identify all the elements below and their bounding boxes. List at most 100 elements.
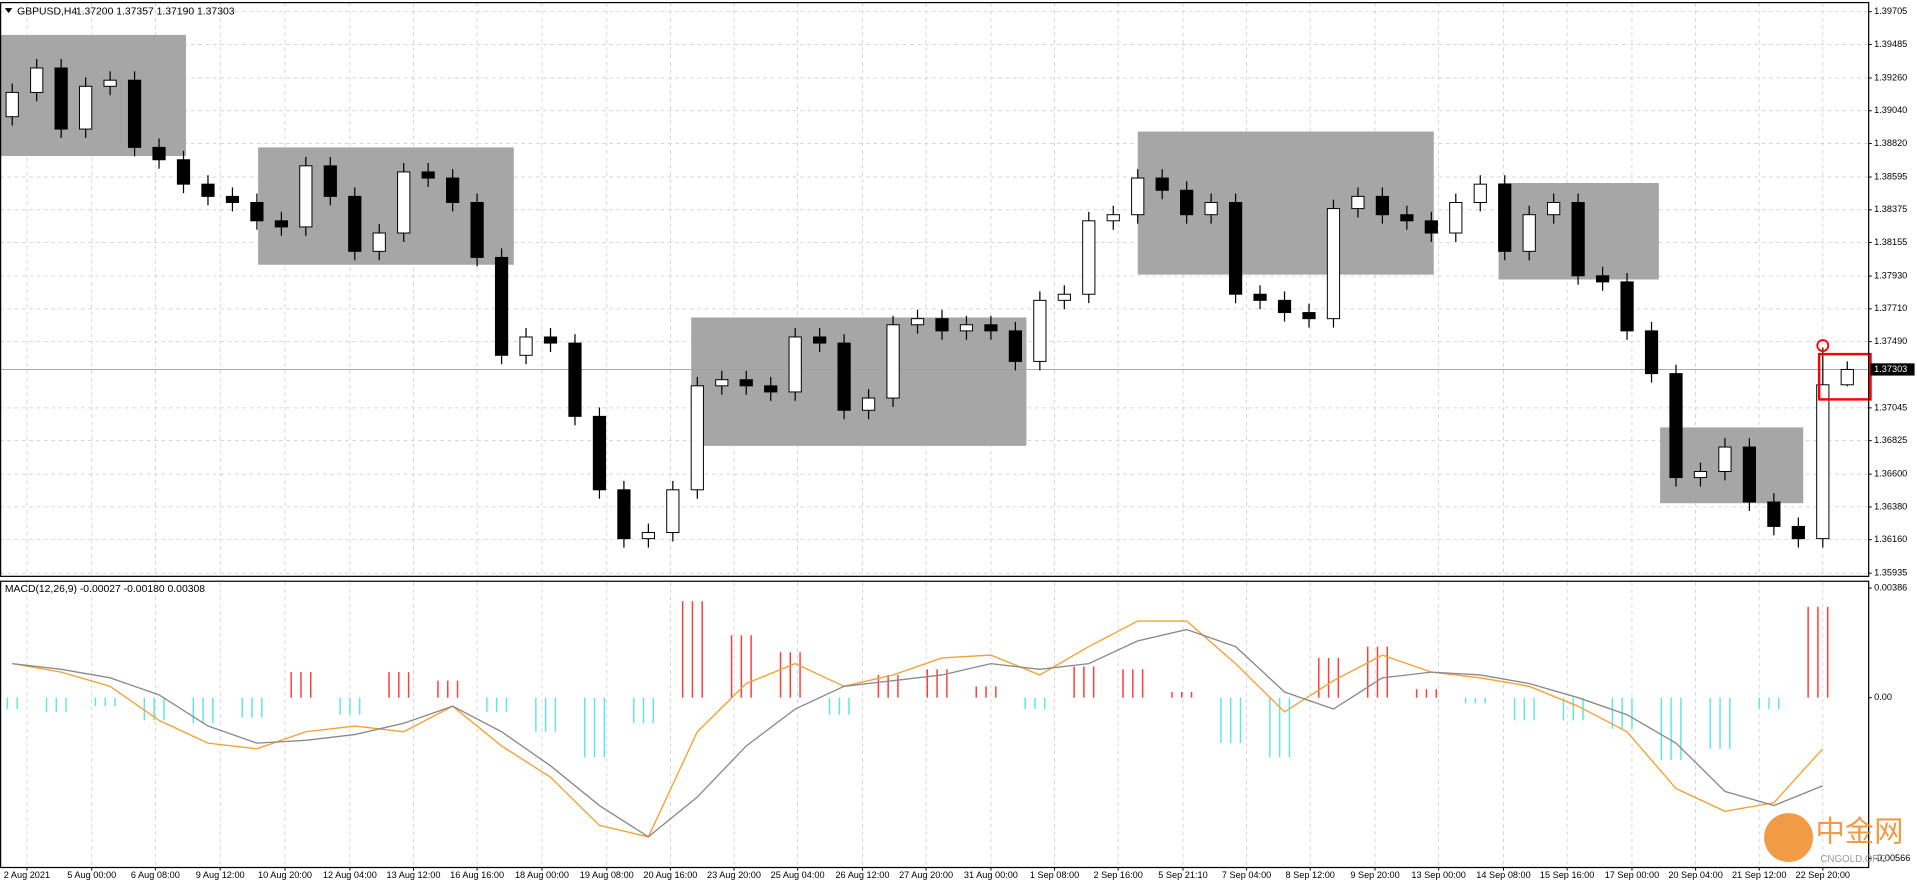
- highlight-circle: [1816, 339, 1830, 352]
- price-panel-frame: [0, 1, 1870, 577]
- candle-body: [519, 336, 533, 356]
- chart-layer: 1.39705 1.39485 1.39260 1.39040 1.38820 1.385…: [0, 3, 1915, 880]
- candle-body: [1644, 330, 1659, 375]
- x-tick-label: 2 Sep 16:00: [1093, 870, 1142, 880]
- candle-body: [592, 415, 607, 491]
- candle-body: [446, 177, 460, 203]
- candle-body: [79, 85, 93, 130]
- candle-body: [127, 79, 142, 148]
- candle-body: [910, 318, 925, 326]
- candle-body: [470, 201, 484, 258]
- candle-body: [1008, 330, 1022, 362]
- x-tick-label: 21 Sep 12:00: [1732, 870, 1786, 880]
- candle-body: [543, 336, 558, 344]
- x-tick-label: 9 Sep 20:00: [1350, 870, 1399, 880]
- candle-body: [1253, 293, 1267, 301]
- symbol-title: GBPUSD,H4: [17, 7, 77, 18]
- candle-body: [103, 79, 117, 87]
- macd-line: [12, 620, 1824, 838]
- y-tick-label: 1.35935: [1874, 568, 1907, 578]
- candle-body: [372, 232, 386, 252]
- x-tick-label: 13 Sep 00:00: [1411, 870, 1465, 880]
- candle-body: [152, 146, 166, 161]
- x-tick-label: 5 Sep 21:10: [1158, 870, 1207, 880]
- candle-body: [1302, 312, 1316, 320]
- candle-body: [1498, 183, 1512, 252]
- y-tick-label: 1.39260: [1874, 72, 1907, 82]
- candle-body: [1082, 220, 1096, 295]
- y-tick-label: 1.37930: [1874, 270, 1907, 280]
- candle-body: [1693, 470, 1708, 479]
- x-tick-label: 27 Aug 20:00: [899, 870, 953, 880]
- candle-body: [1595, 275, 1610, 283]
- macd-line: [12, 628, 1824, 838]
- candle-body: [568, 342, 582, 417]
- candle-body: [1106, 214, 1120, 222]
- y-tick-label: -0.00566: [1874, 853, 1910, 863]
- candle-body: [1400, 214, 1414, 222]
- candle-body: [1791, 525, 1805, 540]
- x-tick-label: 26 Aug 12:00: [835, 870, 889, 880]
- consolidation-zone: [0, 34, 186, 157]
- macd-panel-frame: [0, 580, 1870, 869]
- candle-body: [739, 379, 753, 387]
- x-tick-label: 8 Sep 12:00: [1286, 870, 1335, 880]
- candle-body: [1669, 373, 1683, 479]
- candle-body: [984, 324, 998, 332]
- x-tick-label: 20 Sep 04:00: [1668, 870, 1722, 880]
- y-tick-label: 0.00386: [1874, 583, 1907, 593]
- y-tick-label: 1.36825: [1874, 435, 1907, 445]
- x-tick-label: 20 Aug 16:00: [643, 870, 697, 880]
- x-tick-label: 25 Aug 04:00: [771, 870, 825, 880]
- x-tick-label: 6 Aug 08:00: [131, 870, 180, 880]
- candle-body: [1522, 214, 1536, 252]
- candle-body: [1155, 177, 1169, 191]
- candle-body: [274, 220, 288, 228]
- candle-body: [959, 324, 974, 332]
- candle-body: [666, 489, 680, 534]
- candle-body: [935, 318, 949, 332]
- candle-body: [886, 324, 900, 399]
- candle-body: [1057, 293, 1071, 301]
- x-tick-label: 31 Aug 00:00: [964, 870, 1018, 880]
- y-tick-label: 1.39705: [1874, 6, 1907, 16]
- candle-body: [323, 165, 337, 197]
- x-tick-label: 2 Aug 2021: [4, 870, 50, 880]
- candle-body: [641, 532, 655, 540]
- candle-body: [176, 159, 191, 185]
- candle-body: [1473, 183, 1487, 203]
- candle-body: [1767, 501, 1781, 527]
- candle-body: [1571, 201, 1585, 277]
- y-tick-label: 1.39040: [1874, 105, 1907, 115]
- candle-body: [690, 385, 704, 491]
- y-tick-label: 1.39485: [1874, 39, 1907, 49]
- candle-body: [764, 385, 778, 393]
- candle-body: [1351, 195, 1365, 210]
- candle-body: [5, 91, 19, 118]
- candle-body: [1816, 384, 1830, 540]
- candle-body: [837, 342, 851, 411]
- x-tick-label: 13 Aug 12:00: [387, 870, 441, 880]
- x-tick-label: 14 Sep 08:00: [1476, 870, 1530, 880]
- candle-body: [250, 201, 264, 222]
- x-tick-label: 16 Aug 16:00: [450, 870, 504, 880]
- x-tick-label: 1 Sep 08:00: [1030, 870, 1079, 880]
- candle-body: [1620, 281, 1634, 332]
- candle-body: [421, 171, 435, 179]
- candle-body: [861, 397, 876, 411]
- candle-body: [348, 195, 362, 252]
- y-tick-label: 1.37045: [1874, 402, 1907, 412]
- candle-body: [1033, 299, 1047, 362]
- candle-body: [1228, 201, 1243, 295]
- collapse-icon[interactable]: [4, 8, 13, 13]
- candle-body: [494, 256, 509, 356]
- candle-body: [1718, 446, 1732, 472]
- candle-body: [1547, 201, 1561, 216]
- y-tick-label: 1.38595: [1874, 171, 1907, 181]
- candle-body: [397, 171, 411, 234]
- current-price-label: 1.37303: [1874, 364, 1907, 374]
- x-tick-label: 12 Aug 04:00: [323, 870, 377, 880]
- y-tick-label: 1.37710: [1874, 303, 1907, 313]
- candle-body: [788, 336, 802, 393]
